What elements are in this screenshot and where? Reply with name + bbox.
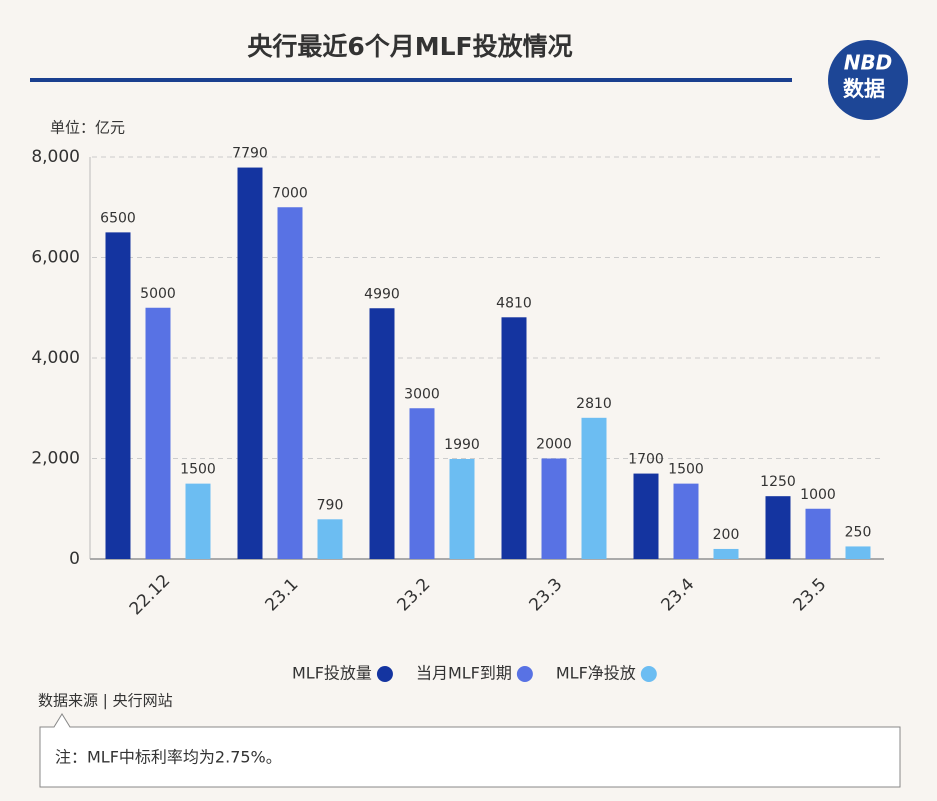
y-tick-label: 6,000 — [31, 248, 80, 268]
value-label: 1500 — [668, 462, 704, 478]
logo — [828, 40, 908, 120]
bar — [449, 459, 475, 559]
value-label: 5000 — [140, 286, 176, 302]
value-label: 790 — [317, 497, 344, 513]
legend-label[interactable]: MLF投放量 — [292, 664, 372, 683]
value-label: 1990 — [444, 437, 480, 453]
bar — [105, 232, 131, 559]
bar — [237, 167, 263, 560]
y-tick-label: 8,000 — [31, 147, 80, 167]
bar — [845, 546, 871, 559]
legend-label[interactable]: MLF净投放 — [556, 664, 636, 683]
value-label: 7000 — [272, 185, 308, 201]
value-label: 250 — [845, 524, 872, 540]
y-tick-label: 4,000 — [31, 348, 80, 368]
bar — [673, 483, 699, 559]
value-label: 1000 — [800, 487, 836, 503]
bar — [501, 317, 527, 559]
y-tick-label: 2,000 — [31, 449, 80, 469]
chart-title: 央行最近6个月MLF投放情况 — [247, 32, 572, 61]
bar — [409, 408, 435, 559]
value-label: 4810 — [496, 295, 532, 311]
bar — [369, 308, 395, 559]
value-label: 7790 — [232, 146, 268, 162]
bar — [145, 307, 171, 559]
value-label: 1500 — [180, 462, 216, 478]
bar — [765, 496, 791, 559]
logo-text: NBD — [844, 51, 893, 75]
bar — [633, 473, 659, 559]
bar — [277, 207, 303, 559]
value-label: 1250 — [760, 474, 796, 490]
source: 数据来源 | 央行网站 — [38, 692, 173, 710]
value-label: 200 — [713, 527, 740, 543]
y-tick-label: 0 — [69, 549, 80, 569]
value-label: 2810 — [576, 396, 612, 412]
title-rule — [30, 78, 792, 82]
value-label: 6500 — [100, 210, 136, 226]
value-label: 1700 — [628, 452, 664, 468]
legend-marker — [640, 666, 657, 682]
bar — [317, 519, 343, 559]
value-label: 2000 — [536, 437, 572, 453]
bar — [713, 548, 739, 559]
unit-label: 单位：亿元 — [50, 119, 125, 137]
note-box — [39, 713, 901, 788]
bar — [581, 417, 607, 559]
note: 注：MLF中标利率均为2.75%。 — [55, 748, 282, 767]
legend-marker — [376, 666, 393, 682]
value-label: 4990 — [364, 286, 400, 302]
logo-text: 数据 — [843, 77, 885, 101]
bar — [805, 508, 831, 559]
bar — [185, 483, 211, 559]
legend-label[interactable]: 当月MLF到期 — [416, 664, 512, 683]
value-label: 3000 — [404, 386, 440, 402]
legend-marker — [516, 666, 533, 682]
bar — [541, 458, 567, 559]
